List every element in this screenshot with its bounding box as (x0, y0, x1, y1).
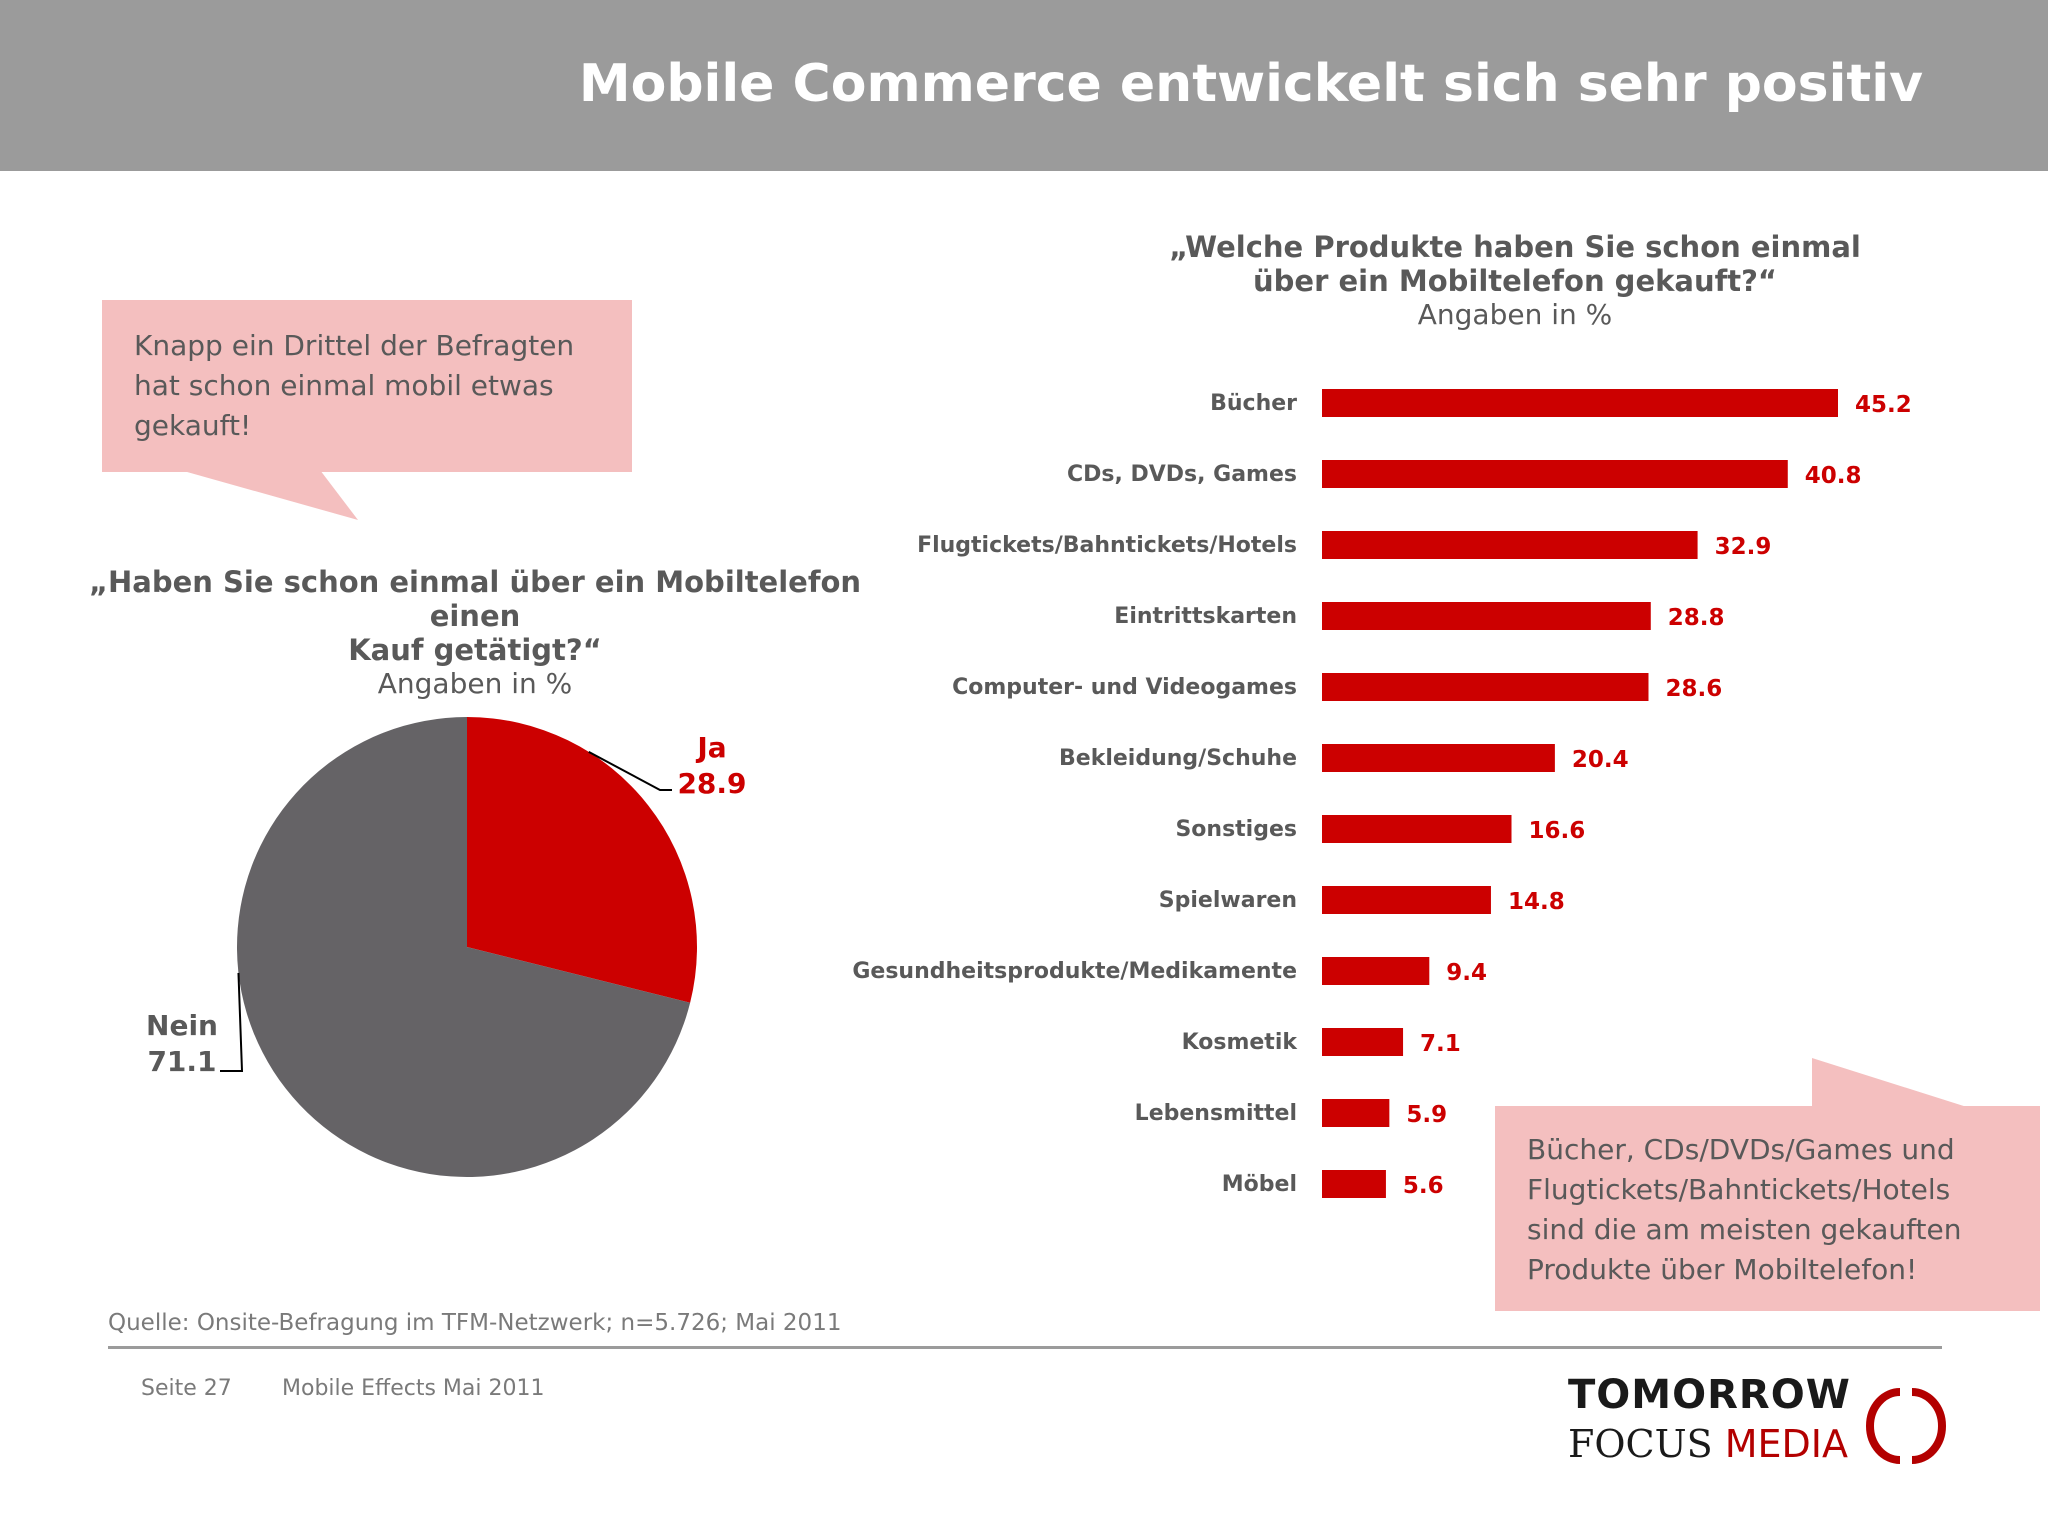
pie-leader-line (588, 750, 672, 791)
bar-question: „Welche Produkte haben Sie schon einmal … (1100, 230, 1930, 332)
callout-left-line: Knapp ein Drittel der Befragten (134, 329, 575, 362)
pie-unit-label: Angaben in % (377, 667, 573, 700)
bar-value-label: 28.8 (1668, 605, 1725, 631)
bar-value-label: 40.8 (1805, 463, 1862, 489)
pie-leader-line (220, 972, 244, 1072)
callout-left-text: Knapp ein Drittel der Befragten hat scho… (134, 326, 574, 446)
bar-category-label: Bekleidung/Schuhe (1059, 746, 1297, 771)
callout-right: Bücher, CDs/DVDs/Games und Flugtickets/B… (1495, 1106, 2040, 1311)
callout-left-line: hat schon einmal mobil etwas (134, 369, 554, 402)
callout-right-text: Bücher, CDs/DVDs/Games und Flugtickets/B… (1527, 1130, 1961, 1290)
bar-category-label: Gesundheitsprodukte/Medikamente (852, 959, 1297, 984)
pie-label-value: 71.1 (147, 1045, 216, 1078)
page-number: Seite 27 (141, 1376, 232, 1401)
pie-question: „Haben Sie schon einmal über ein Mobilte… (40, 565, 910, 701)
source-note: Quelle: Onsite-Befragung im TFM-Netzwerk… (108, 1310, 842, 1336)
bar-question-line: „Welche Produkte haben Sie schon einmal (1169, 230, 1861, 264)
footer-divider (108, 1346, 1942, 1349)
pie-label-category: Ja (695, 731, 726, 764)
bar-value-label: 9.4 (1446, 960, 1487, 986)
bar-category-label: Eintrittskarten (1114, 604, 1297, 629)
bar-value-label: 5.6 (1403, 1173, 1444, 1199)
bar (1322, 460, 1788, 488)
callout-right-tail (1812, 1058, 1970, 1108)
logo-text-focus: FOCUS (1568, 1422, 1713, 1466)
pie-question-line: „Haben Sie schon einmal über ein Mobilte… (88, 565, 862, 633)
bar-category-label: Sonstiges (1175, 817, 1297, 842)
bar (1322, 673, 1649, 701)
callout-left-line: gekauft! (134, 409, 252, 442)
bar-question-line: über ein Mobiltelefon gekauft?“ (1253, 264, 1777, 298)
bar-value-label: 14.8 (1508, 889, 1565, 915)
callout-left-tail (180, 470, 358, 520)
bar-category-label: CDs, DVDs, Games (1067, 462, 1297, 487)
bar-category-label: Möbel (1222, 1172, 1297, 1197)
bar-value-label: 28.6 (1665, 676, 1722, 702)
bar (1322, 815, 1512, 843)
pie-question-line: Kauf getätigt?“ (348, 633, 602, 667)
bar (1322, 744, 1555, 772)
pie-slice-ja (467, 717, 697, 1003)
bar (1322, 531, 1698, 559)
bar-unit-label: Angaben in % (1417, 298, 1613, 331)
bar-value-label: 20.4 (1572, 747, 1629, 773)
bar (1322, 1028, 1404, 1056)
bar-category-label: Bücher (1210, 391, 1297, 416)
bar-category-label: Computer- und Videogames (952, 675, 1297, 700)
bar-category-label: Spielwaren (1159, 888, 1297, 913)
bar (1322, 389, 1838, 417)
bar (1322, 957, 1430, 985)
logo-ring-icon (1866, 1388, 1946, 1464)
bar-value-label: 45.2 (1855, 392, 1912, 418)
bar-category-label: Kosmetik (1182, 1030, 1299, 1055)
pie-slice-nein (236, 716, 691, 1177)
bar (1322, 602, 1651, 630)
callout-right-line: Flugtickets/Bahntickets/Hotels (1527, 1173, 1951, 1206)
company-logo: TOMORROW FOCUS MEDIA (1568, 1372, 1958, 1472)
slide-title: Mobile Commerce entwickelt sich sehr pos… (578, 54, 1923, 114)
callout-right-line: sind die am meisten gekauften (1527, 1213, 1962, 1246)
bar (1322, 1099, 1390, 1127)
callout-left: Knapp ein Drittel der Befragten hat scho… (102, 300, 632, 472)
logo-text-media: MEDIA (1724, 1422, 1849, 1466)
bar (1322, 886, 1491, 914)
bar-value-label: 16.6 (1529, 818, 1586, 844)
bar-category-label: Lebensmittel (1135, 1101, 1297, 1126)
callout-right-line: Bücher, CDs/DVDs/Games und (1527, 1133, 1955, 1166)
bar-value-label: 32.9 (1715, 534, 1772, 560)
bar (1322, 1170, 1386, 1198)
bar-category-label: Flugtickets/Bahntickets/Hotels (917, 533, 1297, 558)
logo-text-bottom: FOCUS MEDIA (1568, 1422, 1848, 1466)
pie-label-value: 28.9 (677, 767, 746, 800)
logo-text-top: TOMORROW (1568, 1372, 1851, 1418)
callout-right-line: Produkte über Mobiltelefon! (1527, 1253, 1918, 1286)
header-bar: Mobile Commerce entwickelt sich sehr pos… (0, 0, 2048, 171)
bar-value-label: 7.1 (1420, 1031, 1461, 1057)
document-title: Mobile Effects Mai 2011 (282, 1376, 545, 1401)
bar-value-label: 5.9 (1406, 1102, 1447, 1128)
pie-label-category: Nein (146, 1009, 218, 1042)
